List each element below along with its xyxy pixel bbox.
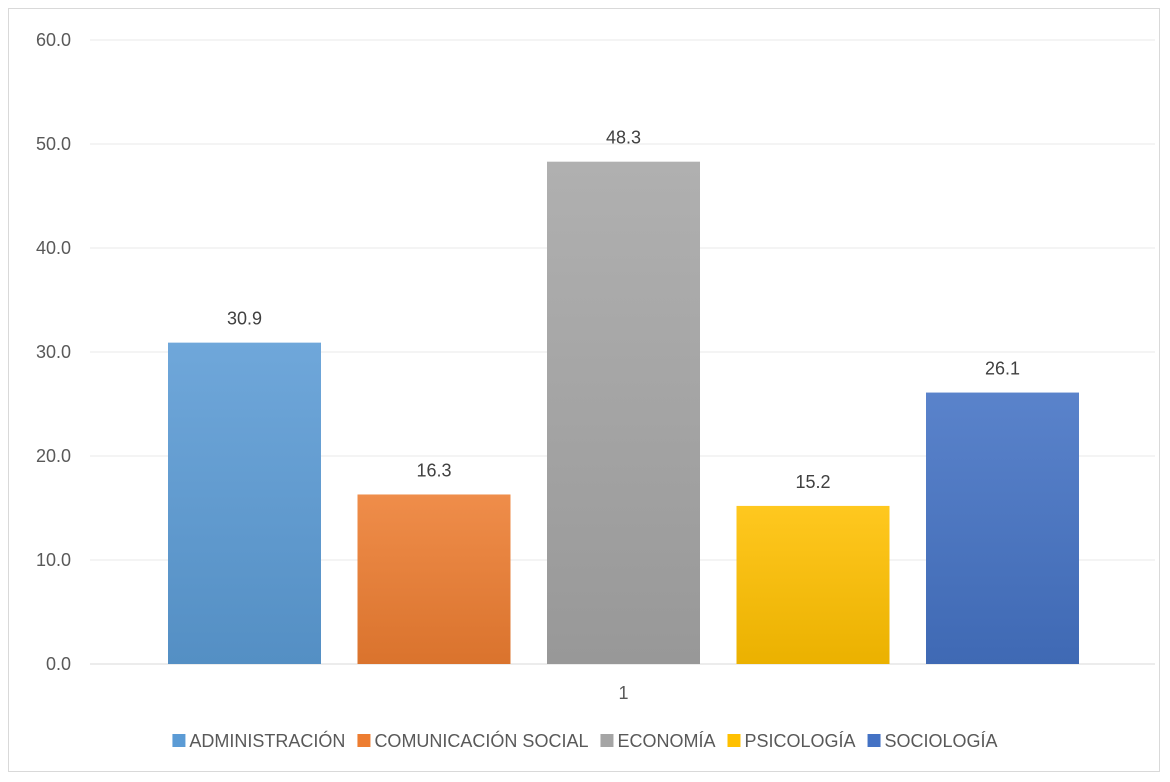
data-label: 15.2	[795, 472, 830, 492]
data-label: 26.1	[985, 359, 1020, 379]
y-axis-tick-labels: 0.0 10.0 20.0 30.0 40.0 50.0 60.0	[36, 30, 71, 674]
legend-label: COMUNICACIÓN SOCIAL	[374, 730, 588, 751]
y-tick-label: 50.0	[36, 134, 71, 154]
legend-item: SOCIOLOGÍA	[867, 731, 998, 751]
legend-item: ECONOMÍA	[600, 731, 715, 751]
legend-swatch	[600, 734, 614, 747]
legend-label: PSICOLOGÍA	[744, 731, 855, 751]
x-axis-tick-labels: 1	[618, 683, 628, 703]
data-label: 30.9	[227, 309, 262, 329]
bar	[357, 494, 511, 664]
data-label: 16.3	[416, 460, 451, 480]
y-tick-label: 0.0	[46, 654, 71, 674]
legend-label: ECONOMÍA	[617, 731, 715, 751]
bar	[168, 342, 321, 664]
legend-swatch	[357, 734, 371, 747]
y-tick-label: 30.0	[36, 342, 71, 362]
data-label: 48.3	[606, 128, 641, 148]
legend-item: COMUNICACIÓN SOCIAL	[357, 730, 588, 751]
legend-swatch	[172, 734, 186, 747]
legend-label: ADMINISTRACIÓN	[189, 730, 345, 751]
legend-swatch	[867, 734, 881, 747]
legend-label: SOCIOLOGÍA	[885, 731, 998, 751]
y-tick-label: 20.0	[36, 446, 71, 466]
data-labels: 30.9 16.3 48.3 15.2 26.1	[227, 128, 1020, 492]
y-tick-label: 60.0	[36, 30, 71, 50]
y-tick-label: 10.0	[36, 550, 71, 570]
y-tick-label: 40.0	[36, 238, 71, 258]
bars	[168, 161, 1079, 664]
x-tick-label: 1	[618, 683, 628, 703]
legend-item: PSICOLOGÍA	[727, 731, 856, 751]
legend-item: ADMINISTRACIÓN	[172, 730, 345, 751]
legend: ADMINISTRACIÓN COMUNICACIÓN SOCIAL ECONOMÍ…	[172, 730, 998, 751]
legend-swatch	[727, 734, 741, 747]
bar	[736, 505, 890, 664]
bar	[547, 161, 700, 664]
bar	[926, 392, 1079, 664]
